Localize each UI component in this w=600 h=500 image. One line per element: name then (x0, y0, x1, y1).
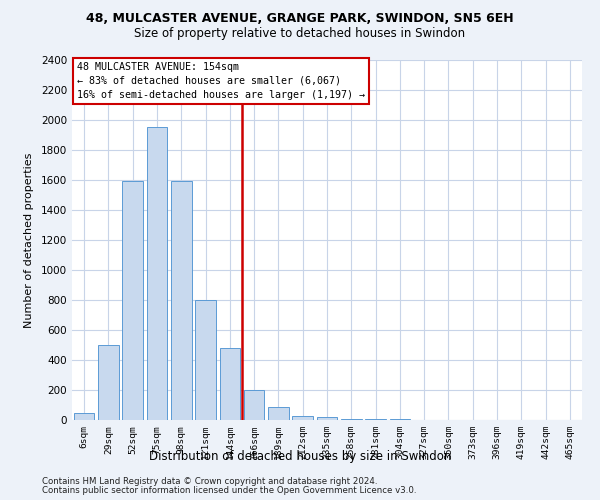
Y-axis label: Number of detached properties: Number of detached properties (24, 152, 34, 328)
Text: Contains HM Land Registry data © Crown copyright and database right 2024.: Contains HM Land Registry data © Crown c… (42, 477, 377, 486)
Bar (244, 390, 265, 420)
Bar (122, 182, 143, 420)
Bar (365, 419, 386, 420)
Bar (98, 345, 119, 420)
Bar (146, 128, 167, 420)
Text: 48 MULCASTER AVENUE: 154sqm
← 83% of detached houses are smaller (6,067)
16% of : 48 MULCASTER AVENUE: 154sqm ← 83% of det… (77, 62, 365, 100)
Text: Contains public sector information licensed under the Open Government Licence v3: Contains public sector information licen… (42, 486, 416, 495)
Bar (389, 419, 410, 420)
Bar (341, 418, 362, 420)
Bar (292, 416, 313, 420)
Text: Size of property relative to detached houses in Swindon: Size of property relative to detached ho… (134, 28, 466, 40)
Bar (74, 412, 94, 420)
Bar (220, 348, 240, 420)
Bar (171, 182, 191, 420)
Bar (268, 406, 289, 420)
Bar (317, 417, 337, 420)
Bar (195, 300, 216, 420)
Text: 48, MULCASTER AVENUE, GRANGE PARK, SWINDON, SN5 6EH: 48, MULCASTER AVENUE, GRANGE PARK, SWIND… (86, 12, 514, 26)
Text: Distribution of detached houses by size in Swindon: Distribution of detached houses by size … (149, 450, 451, 463)
